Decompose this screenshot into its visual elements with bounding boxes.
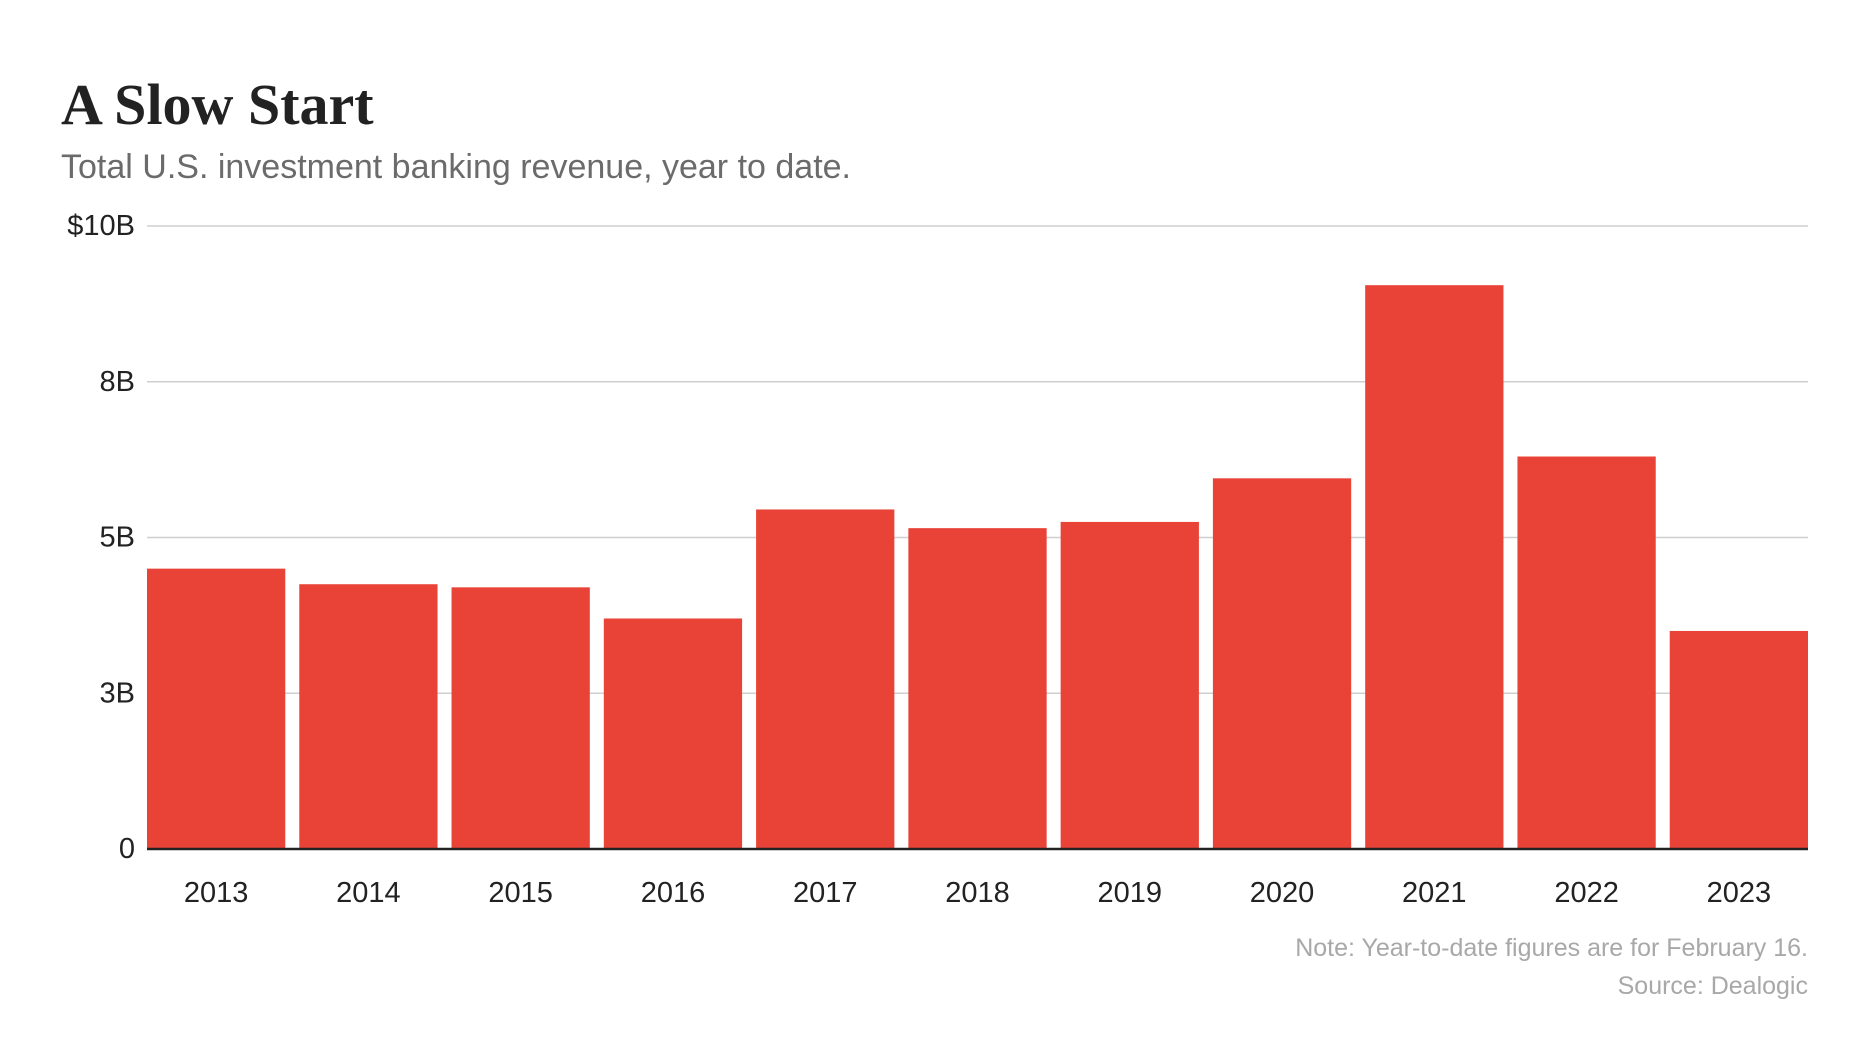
y-axis-ticks: 0 3B 5B 8B $10B (67, 210, 135, 865)
y-tick-label: $10B (67, 210, 135, 242)
chart-note: Note: Year-to-date figures are for Febru… (1295, 934, 1808, 962)
bar-2015 (451, 587, 590, 849)
chart-title: A Slow Start (61, 72, 374, 137)
x-tick-label: 2017 (793, 877, 858, 909)
x-tick-label: 2016 (641, 877, 706, 909)
x-tick-label: 2019 (1098, 877, 1163, 909)
bar-2018 (908, 528, 1047, 849)
x-tick-label: 2021 (1402, 877, 1467, 909)
x-tick-label: 2022 (1554, 877, 1619, 909)
bar-2014 (299, 584, 438, 849)
bar-2013 (147, 568, 286, 849)
y-tick-label: 3B (100, 677, 135, 709)
bars (147, 285, 1808, 849)
bar-2016 (603, 618, 743, 849)
bar-2022 (1517, 456, 1656, 849)
x-axis-ticks: 2013 2014 2015 2016 2017 2018 2019 2020 2021 2022… (184, 877, 1771, 909)
chart-source: Source: Dealogic (1617, 972, 1808, 1000)
bar-2021 (1365, 285, 1504, 849)
chart-subtitle: Total U.S. investment banking revenue, y… (61, 148, 852, 186)
x-tick-label: 2023 (1707, 877, 1772, 909)
x-tick-label: 2018 (945, 877, 1010, 909)
y-tick-label: 8B (100, 366, 135, 398)
x-tick-label: 2015 (488, 877, 553, 909)
x-tick-label: 2013 (184, 877, 249, 909)
y-tick-label: 0 (119, 833, 135, 865)
bar-2020 (1212, 478, 1352, 849)
x-tick-label: 2014 (336, 877, 401, 909)
y-tick-label: 5B (100, 522, 135, 554)
bar-2017 (756, 509, 895, 849)
bar-2023 (1669, 630, 1808, 849)
x-tick-label: 2020 (1250, 877, 1315, 909)
bar-2019 (1060, 521, 1199, 849)
